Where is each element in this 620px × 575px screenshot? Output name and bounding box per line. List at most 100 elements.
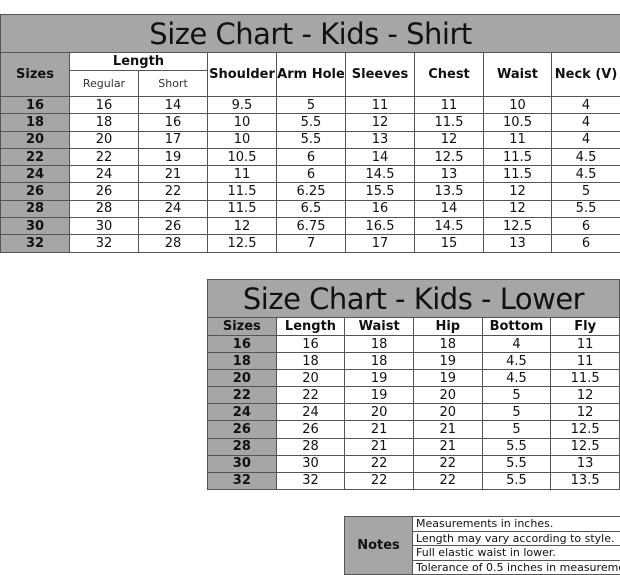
note-item: Length may vary according to style. [413,531,620,546]
value-cell: 17 [346,235,415,252]
value-cell: 22 [139,183,208,200]
value-cell: 21 [413,438,482,455]
value-cell: 4.5 [552,148,620,165]
size-cell: 22 [208,387,277,404]
size-cell: 26 [208,421,277,438]
value-cell: 7 [277,235,346,252]
header-length: Length [276,318,345,336]
value-cell: 6 [277,148,346,165]
value-cell: 13 [415,166,484,183]
value-cell: 15 [415,235,484,252]
size-cell: 18 [208,353,277,370]
value-cell: 4 [552,131,620,148]
value-cell: 12 [551,404,620,421]
value-cell: 12 [208,218,277,235]
value-cell: 11 [208,166,277,183]
value-cell: 19 [345,387,414,404]
header-waist: Waist [484,53,552,97]
shirt-size-chart: Size Chart - Kids - Shirt Sizes Length S… [0,14,620,253]
value-cell: 5.5 [277,131,346,148]
value-cell: 11 [551,353,620,370]
value-cell: 20 [413,387,482,404]
value-cell: 6 [552,235,620,252]
value-cell: 32 [276,472,345,489]
value-cell: 26 [70,183,139,200]
value-cell: 26 [276,421,345,438]
size-cell: 28 [1,200,70,217]
size-cell: 20 [1,131,70,148]
header-short: Short [139,71,208,97]
value-cell: 12 [415,131,484,148]
value-cell: 6 [277,166,346,183]
size-cell: 24 [1,166,70,183]
note-item: Measurements in inches. [413,517,620,532]
value-cell: 21 [139,166,208,183]
value-cell: 22 [345,472,414,489]
value-cell: 11.5 [551,370,620,387]
value-cell: 4.5 [552,166,620,183]
value-cell: 12 [346,114,415,131]
value-cell: 6.75 [277,218,346,235]
value-cell: 19 [413,353,482,370]
value-cell: 11.5 [208,200,277,217]
value-cell: 13 [551,455,620,472]
header-sleeves: Sleeves [346,53,415,97]
value-cell: 12.5 [208,235,277,252]
value-cell: 20 [70,131,139,148]
header-regular: Regular [70,71,139,97]
header-sizes: Sizes [208,318,277,336]
value-cell: 5.5 [482,438,551,455]
value-cell: 5.5 [482,472,551,489]
value-cell: 32 [70,235,139,252]
header-chest: Chest [415,53,484,97]
value-cell: 5.5 [482,455,551,472]
size-cell: 18 [1,114,70,131]
value-cell: 5 [552,183,620,200]
value-cell: 28 [276,438,345,455]
value-cell: 21 [413,421,482,438]
value-cell: 20 [276,370,345,387]
value-cell: 14 [139,97,208,114]
value-cell: 5 [482,421,551,438]
value-cell: 5.5 [552,200,620,217]
value-cell: 5 [482,387,551,404]
value-cell: 13 [346,131,415,148]
value-cell: 11 [551,336,620,353]
value-cell: 14.5 [415,218,484,235]
size-cell: 16 [1,97,70,114]
header-arm-hole: Arm Hole [277,53,346,97]
value-cell: 24 [139,200,208,217]
value-cell: 10 [484,97,552,114]
header-hip: Hip [413,318,482,336]
value-cell: 16 [276,336,345,353]
value-cell: 20 [345,404,414,421]
value-cell: 5.5 [277,114,346,131]
value-cell: 4 [552,114,620,131]
value-cell: 16 [346,200,415,217]
value-cell: 4 [482,336,551,353]
value-cell: 4.5 [482,370,551,387]
value-cell: 6 [552,218,620,235]
value-cell: 22 [413,455,482,472]
value-cell: 24 [276,404,345,421]
value-cell: 12 [484,183,552,200]
value-cell: 14.5 [346,166,415,183]
value-cell: 14 [346,148,415,165]
value-cell: 11 [484,131,552,148]
value-cell: 6.5 [277,200,346,217]
value-cell: 18 [70,114,139,131]
value-cell: 28 [70,200,139,217]
value-cell: 18 [413,336,482,353]
value-cell: 21 [345,421,414,438]
value-cell: 5 [277,97,346,114]
